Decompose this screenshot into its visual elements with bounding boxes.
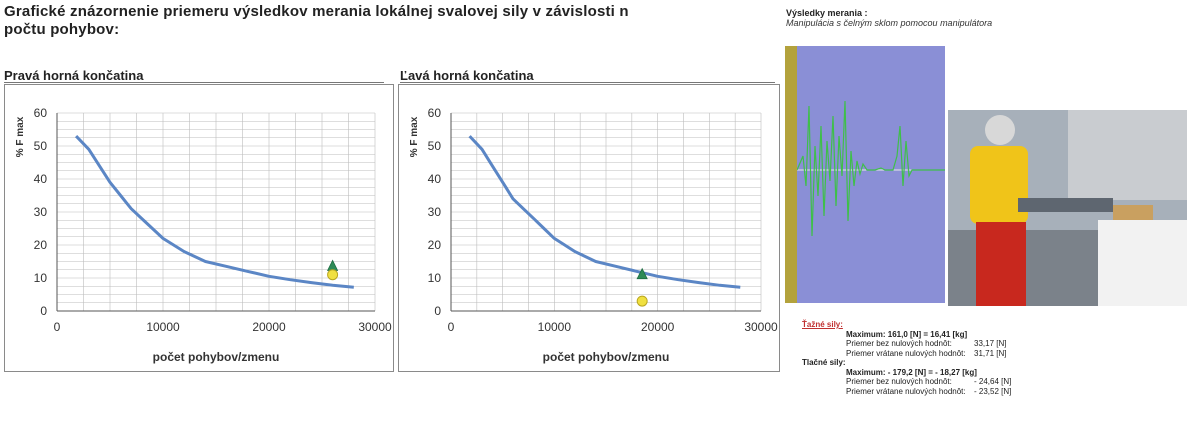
chart-left-arm: 0 10 20 30 40 50 60 0 10000 20000 30000 počet pohyb… bbox=[398, 84, 780, 372]
measurement-header: Výsledky merania : Manipulácia s čelným … bbox=[786, 8, 992, 28]
y-tick-label: 30 bbox=[34, 205, 48, 219]
measurement-title: Výsledky merania : bbox=[786, 8, 868, 18]
triangle-marker bbox=[636, 267, 648, 280]
pull-avg-nonzero-label: Priemer bez nulových hodnôt: bbox=[846, 339, 952, 348]
measurement-subtitle: Manipulácia s čelným sklom pomocou manip… bbox=[786, 18, 993, 28]
pull-avg-nonzero-value: 33,17 [N] bbox=[974, 339, 1007, 348]
push-avg-all-value: - 23,52 [N] bbox=[974, 386, 1012, 396]
push-max: Maximum: - 179,2 [N] = - 18,27 [kg] bbox=[846, 367, 977, 377]
force-signal-plot bbox=[785, 46, 945, 303]
y-axis-label: % F max bbox=[409, 116, 420, 157]
chart-title-underline bbox=[400, 82, 775, 83]
pull-avg-all-label: Priemer vrátane nulových hodnôt: bbox=[846, 348, 966, 358]
operator-photo bbox=[948, 110, 1187, 306]
x-tick-label: 0 bbox=[54, 320, 61, 334]
y-tick-label: 0 bbox=[434, 304, 441, 318]
x-axis-label: počet pohybov/zmenu bbox=[153, 350, 280, 364]
push-avg-nonzero-label: Priemer bez nulových hodnôt: bbox=[846, 377, 952, 386]
pull-forces-label: Ťažné sily: bbox=[802, 320, 843, 329]
series-line bbox=[468, 135, 741, 289]
x-tick-label: 0 bbox=[448, 320, 455, 334]
y-tick-label: 0 bbox=[40, 304, 47, 318]
force-results: Ťažné sily: Maximum: 161,0 [N] = 16,41 [… bbox=[802, 320, 1132, 396]
x-tick-label: 20000 bbox=[252, 320, 286, 334]
circle-marker bbox=[327, 269, 339, 281]
y-tick-label: 10 bbox=[428, 271, 442, 285]
y-tick-label: 10 bbox=[34, 271, 48, 285]
x-tick-label: 30000 bbox=[744, 320, 778, 334]
series-line bbox=[75, 135, 354, 289]
y-tick-label: 60 bbox=[428, 106, 442, 120]
pull-avg-all-value: 31,71 [N] bbox=[974, 348, 1007, 358]
chart-left-arm-svg: 0 10 20 30 40 50 60 0 10000 20000 30000 počet pohyb… bbox=[409, 106, 778, 364]
y-tick-label: 50 bbox=[428, 139, 442, 153]
push-avg-all: Priemer vrátane nulových hodnôt: - 23,52 … bbox=[802, 387, 1132, 397]
chart-title-left-arm: Ľavá horná končatina bbox=[400, 68, 534, 83]
y-tick-label: 40 bbox=[34, 172, 48, 186]
push-avg-nonzero: Priemer bez nulových hodnôt: - 24,64 [N] bbox=[802, 377, 1132, 387]
x-tick-label: 20000 bbox=[641, 320, 675, 334]
pull-avg-nonzero: Priemer bez nulových hodnôt: 33,17 [N] bbox=[802, 339, 1132, 349]
push-forces-label: Tlačné sily: bbox=[802, 358, 846, 367]
chart-right-arm-svg: 0 10 20 30 40 50 60 0 10000 20000 30000 počet pohyb… bbox=[15, 106, 392, 364]
circle-marker bbox=[636, 295, 648, 307]
y-tick-label: 30 bbox=[428, 205, 442, 219]
y-tick-label: 60 bbox=[34, 106, 48, 120]
y-tick-label: 20 bbox=[34, 238, 48, 252]
heading-line-2: počtu pohybov: bbox=[4, 21, 120, 38]
x-tick-label: 30000 bbox=[358, 320, 392, 334]
triangle-marker bbox=[326, 259, 339, 271]
push-avg-all-label: Priemer vrátane nulových hodnôt: bbox=[846, 386, 966, 396]
y-tick-label: 20 bbox=[428, 238, 442, 252]
y-tick-label: 50 bbox=[34, 139, 48, 153]
chart-right-arm: 0 10 20 30 40 50 60 0 10000 20000 30000 počet pohyb… bbox=[4, 84, 394, 372]
y-axis-label: % F max bbox=[15, 116, 26, 157]
pull-max: Maximum: 161,0 [N] = 16,41 [kg] bbox=[846, 329, 968, 339]
operator-photo-svg bbox=[948, 110, 1187, 306]
page-heading: Grafické znázornenie priemeru výsledkov … bbox=[4, 3, 784, 39]
pull-avg-all: Priemer vrátane nulových hodnôt: 31,71 [N… bbox=[802, 349, 1132, 359]
x-tick-label: 10000 bbox=[538, 320, 572, 334]
chart-title-right-arm: Pravá horná končatina bbox=[4, 68, 144, 83]
x-tick-label: 10000 bbox=[146, 320, 180, 334]
force-signal-svg bbox=[796, 100, 945, 237]
heading-line-1: Grafické znázornenie priemeru výsledkov … bbox=[4, 3, 629, 20]
push-avg-nonzero-value: - 24,64 [N] bbox=[974, 377, 1012, 386]
x-axis-label: počet pohybov/zmenu bbox=[543, 350, 670, 364]
chart-title-underline bbox=[4, 82, 384, 83]
y-tick-label: 40 bbox=[428, 172, 442, 186]
